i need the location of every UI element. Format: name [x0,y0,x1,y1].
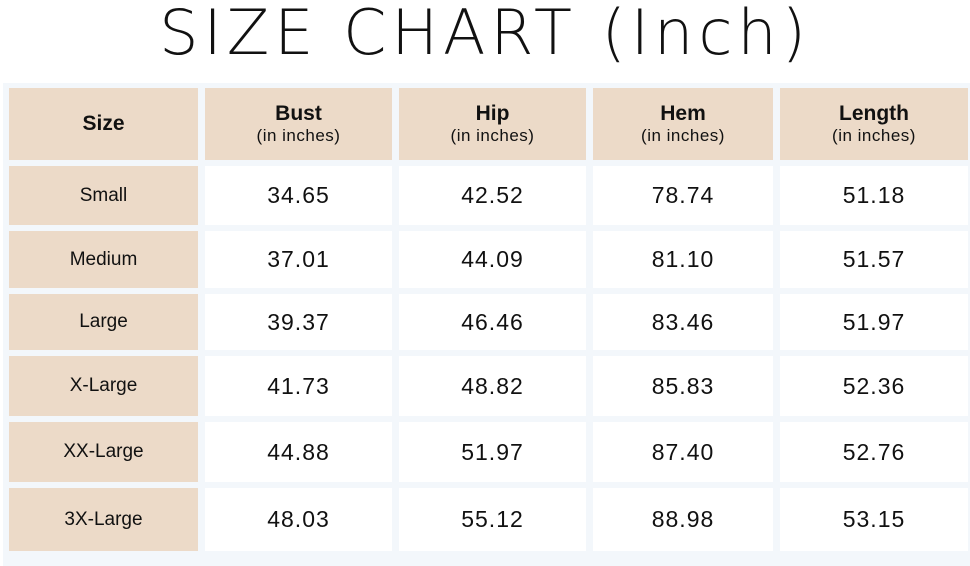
value-cell: 46.46 [399,294,586,350]
header-unit: (in inches) [641,126,725,145]
header-label: Length [839,102,909,125]
value-cell: 48.82 [399,356,586,416]
value-cell: 48.03 [205,488,392,551]
header-hip: Hip (in inches) [399,88,586,160]
value-cell: 52.36 [780,356,968,416]
header-label: Hip [475,102,510,125]
value-cell: 34.65 [205,166,392,225]
value-cell: 87.40 [593,422,773,482]
header-hem: Hem (in inches) [593,88,773,160]
header-unit: (in inches) [450,126,535,145]
size-cell: Small [9,166,198,225]
header-unit: (in inches) [256,126,341,145]
value-cell: 51.97 [780,294,968,350]
header-unit: (in inches) [832,126,916,145]
size-cell: Large [9,294,198,350]
value-cell: 52.76 [780,422,968,482]
header-size: Size [9,88,198,160]
header-label: Hem [660,102,706,125]
value-cell: 42.52 [399,166,586,225]
value-cell: 78.74 [593,166,773,225]
header-bust: Bust (in inches) [205,88,392,160]
value-cell: 51.18 [780,166,968,225]
value-cell: 83.46 [593,294,773,350]
size-cell: XX-Large [9,422,198,482]
value-cell: 37.01 [205,231,392,288]
value-cell: 39.37 [205,294,392,350]
size-chart-table: Size Bust (in inches) Hip (in inches) Hem (in… [3,83,970,566]
size-cell: Medium [9,231,198,288]
header-label: Bust [275,102,322,125]
size-cell: 3X-Large [9,488,198,551]
size-cell: X-Large [9,356,198,416]
value-cell: 81.10 [593,231,773,288]
value-cell: 51.97 [399,422,586,482]
value-cell: 51.57 [780,231,968,288]
value-cell: 88.98 [593,488,773,551]
value-cell: 44.88 [205,422,392,482]
value-cell: 44.09 [399,231,586,288]
value-cell: 55.12 [399,488,586,551]
value-cell: 41.73 [205,356,392,416]
header-label: Size [82,112,125,135]
header-length: Length (in inches) [780,88,968,160]
value-cell: 53.15 [780,488,968,551]
value-cell: 85.83 [593,356,773,416]
page-title: SIZE CHART (Inch) [159,0,811,69]
